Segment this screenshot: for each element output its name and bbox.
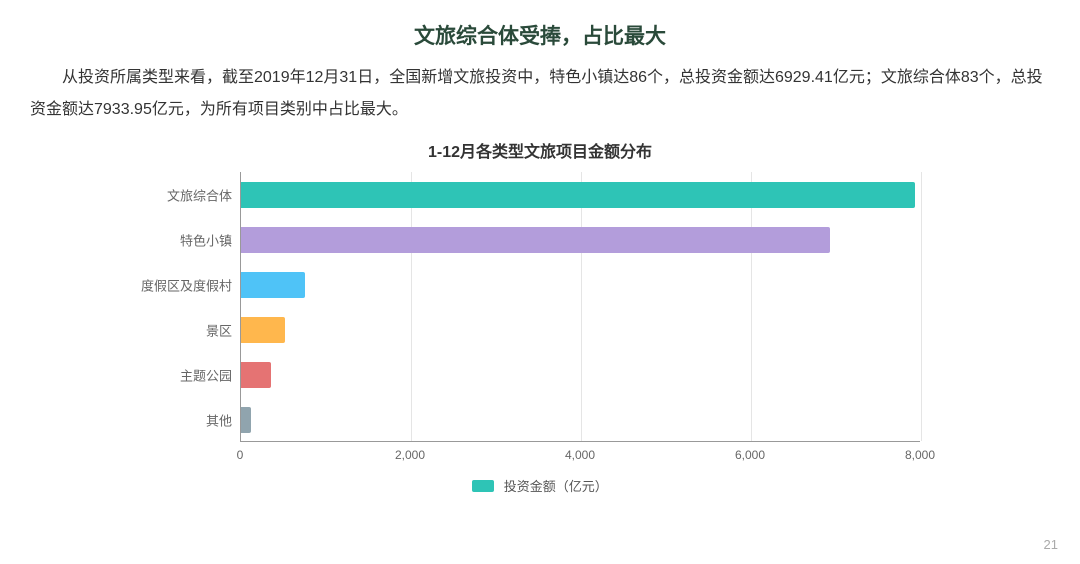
y-category-label: 度假区及度假村 [112,275,232,294]
x-tick-label: 4,000 [565,448,595,462]
legend-swatch [472,480,494,492]
x-tick-label: 8,000 [905,448,935,462]
x-tick-label: 0 [237,448,244,462]
bar [241,182,915,208]
legend: 投资金额（亿元） [0,476,1080,495]
bar [241,407,251,433]
grid-line [411,172,412,441]
x-tick-label: 2,000 [395,448,425,462]
grid-line [581,172,582,441]
page-number: 21 [1044,537,1058,552]
y-category-label: 其他 [112,410,232,429]
grid-line [751,172,752,441]
chart-title: 1-12月各类型文旅项目金额分布 [0,138,1080,162]
body-paragraph: 从投资所属类型来看，截至2019年12月31日，全国新增文旅投资中，特色小镇达8… [0,50,1080,126]
y-category-label: 特色小镇 [112,230,232,249]
bar [241,227,830,253]
bar [241,317,285,343]
y-category-label: 主题公园 [112,365,232,384]
y-category-label: 景区 [112,320,232,339]
legend-label: 投资金额（亿元） [504,479,608,494]
chart-container: 文旅综合体特色小镇度假区及度假村景区主题公园其他 02,0004,0006,00… [130,172,950,472]
y-category-label: 文旅综合体 [112,185,232,204]
bar [241,362,271,388]
plot-area [240,172,920,442]
bar [241,272,305,298]
grid-line [921,172,922,441]
x-tick-label: 6,000 [735,448,765,462]
page-title: 文旅综合体受捧，占比最大 [0,0,1080,50]
